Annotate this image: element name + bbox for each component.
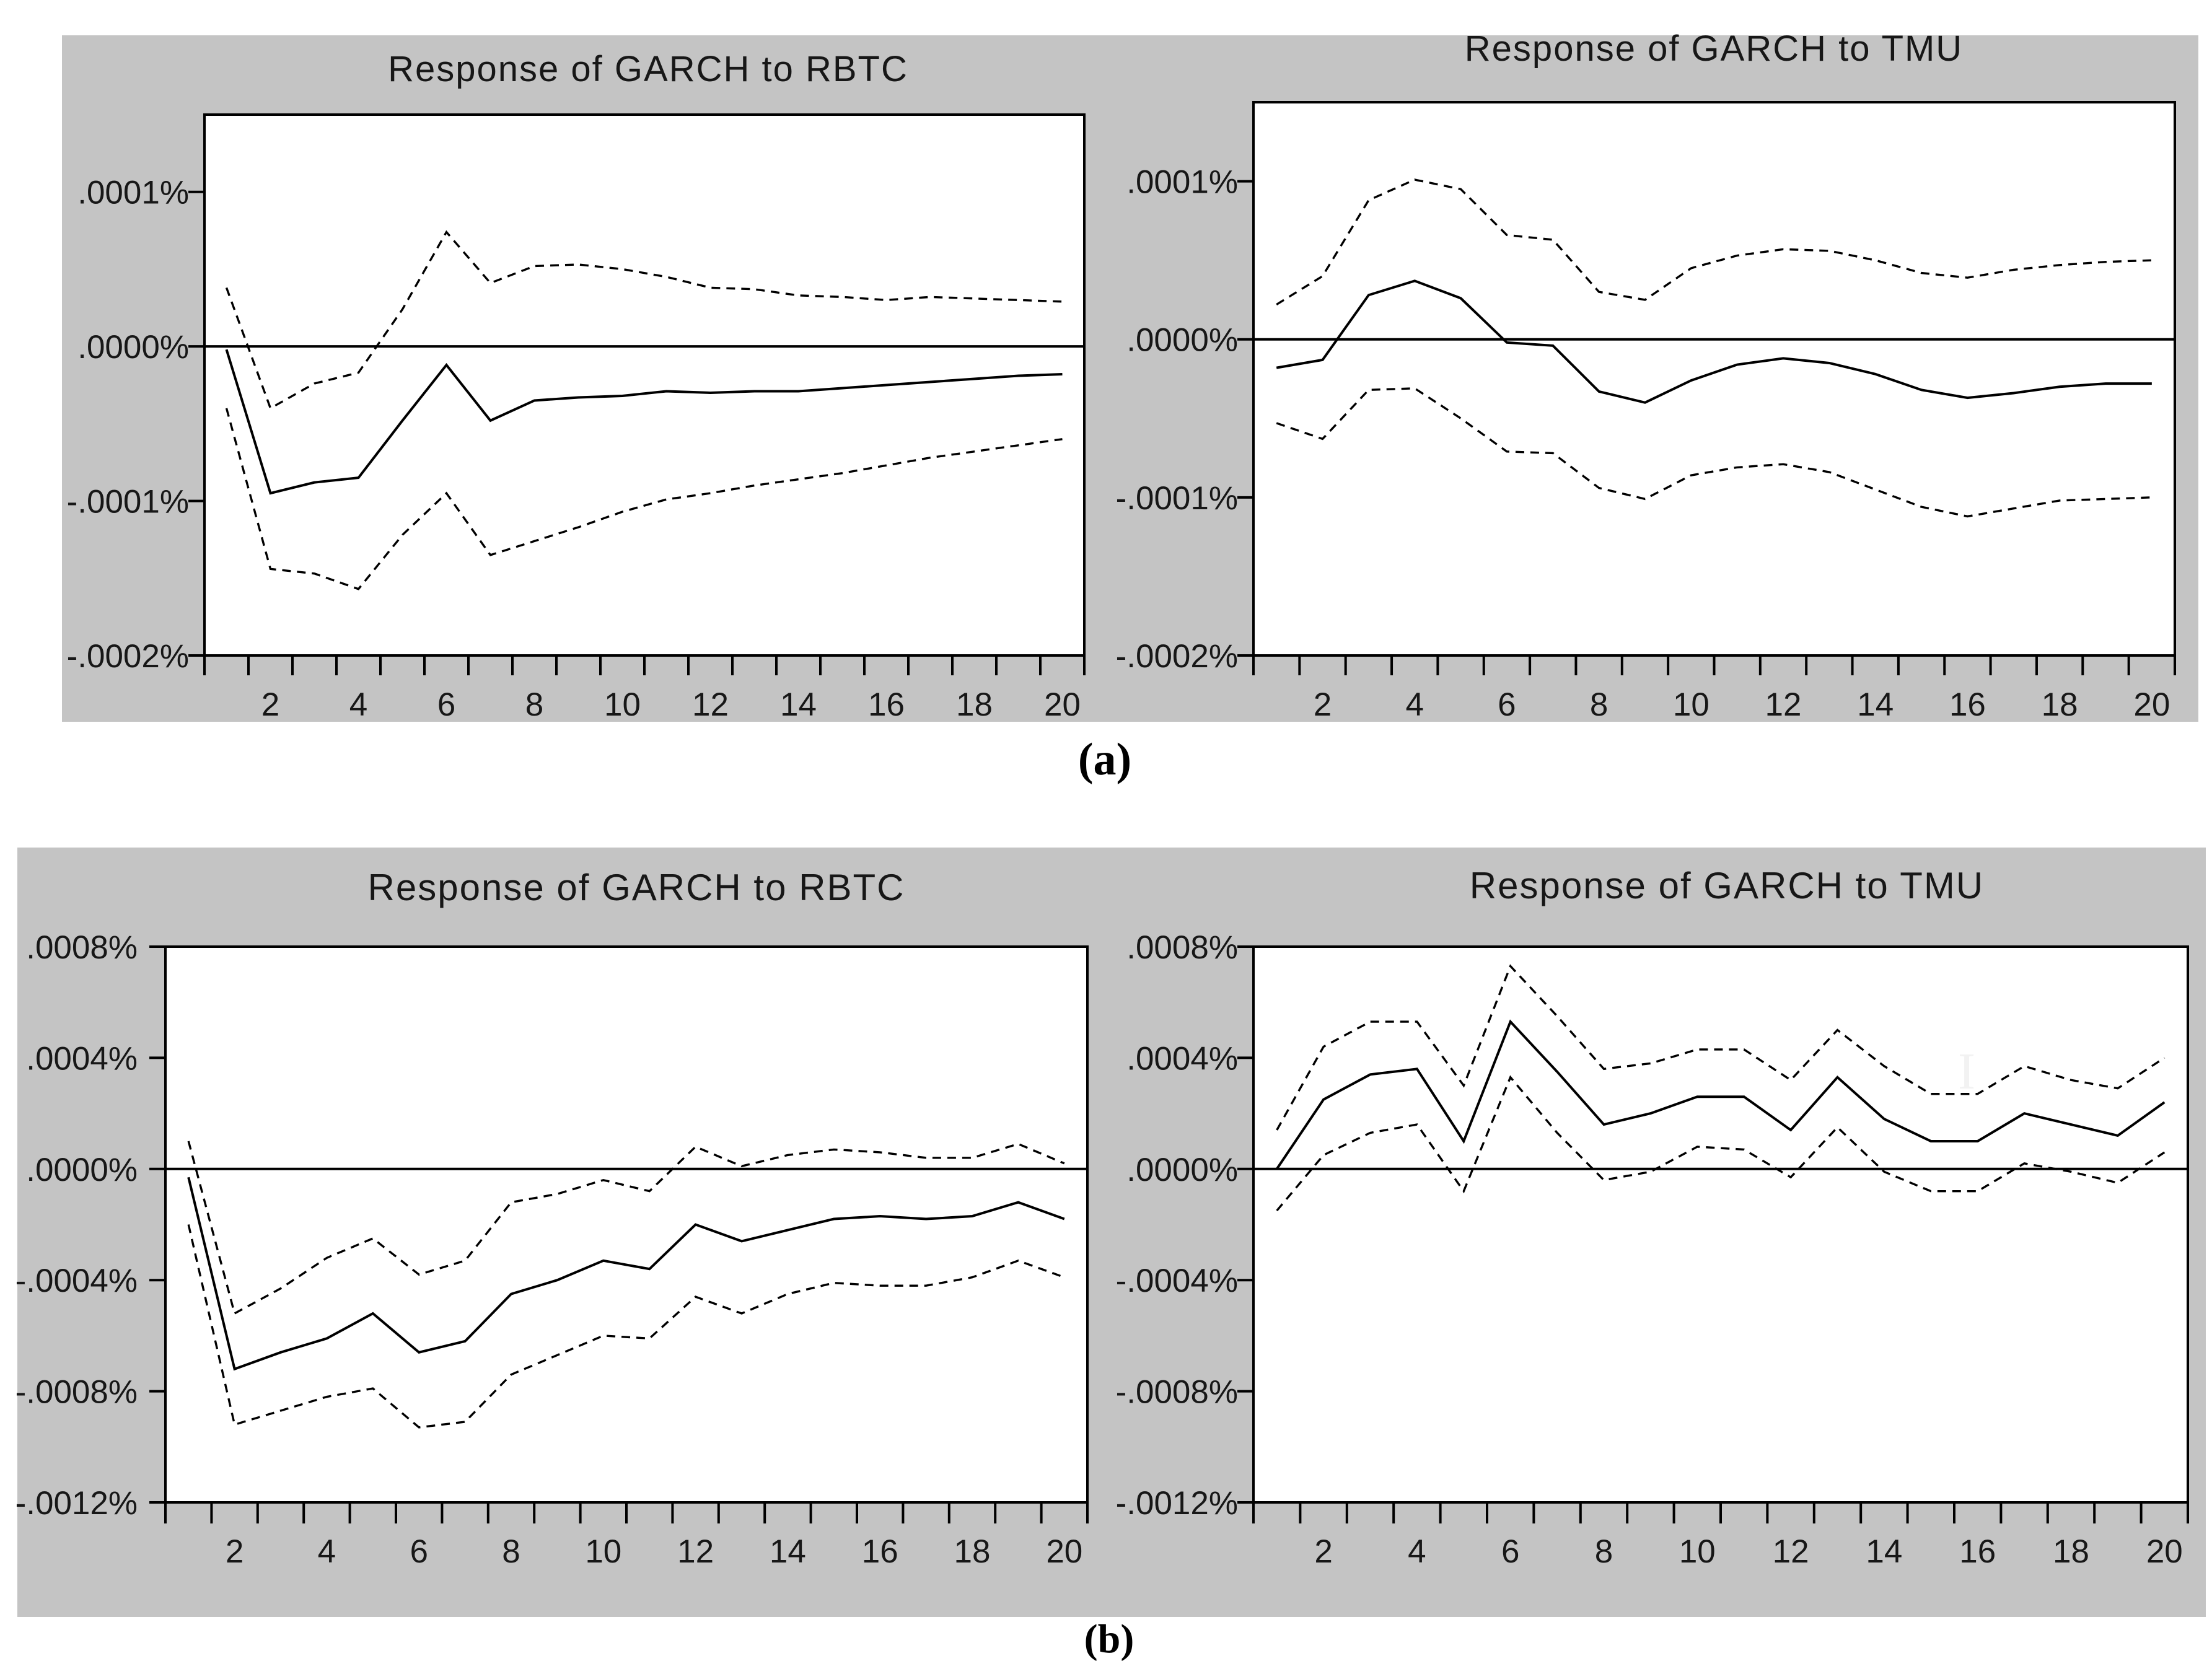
chart-title-b-tmu: Response of GARCH to TMU xyxy=(1469,865,1985,906)
x-tick-label: 4 xyxy=(349,686,367,723)
series-lower_2se_band xyxy=(225,408,1063,590)
x-tick-label: 2 xyxy=(226,1533,244,1570)
chart-title-b-rbtc: Response of GARCH to RBTC xyxy=(367,867,905,908)
y-tick-label: .0000% xyxy=(1126,1152,1238,1188)
y-tick-label: .0001% xyxy=(1126,164,1238,201)
x-tick-label: 12 xyxy=(692,686,729,723)
x-tick-label: 2 xyxy=(261,686,279,723)
series-lower_2se_band xyxy=(187,1224,1065,1429)
series-lower_2se_band xyxy=(1276,1075,2166,1212)
x-tick-label: 16 xyxy=(868,686,905,723)
x-tick-label: 4 xyxy=(1405,686,1423,723)
y-tick-label: -.0001% xyxy=(67,484,189,520)
chart-title-a-rbtc: Response of GARCH to RBTC xyxy=(388,49,908,89)
y-tick-label: -.0004% xyxy=(15,1263,138,1299)
caption-a: (a) xyxy=(1077,734,1132,785)
x-tick-label: 10 xyxy=(604,686,641,723)
y-tick-label: .0000% xyxy=(26,1152,138,1188)
x-tick-label: 4 xyxy=(1408,1533,1426,1570)
x-tick-label: 18 xyxy=(2053,1533,2089,1570)
series-response xyxy=(1276,279,2152,404)
x-tick-label: 8 xyxy=(1595,1533,1613,1570)
x-tick-label: 20 xyxy=(1044,686,1081,723)
x-tick-label: 6 xyxy=(1498,686,1516,723)
series-upper_2se_band xyxy=(187,1141,1065,1315)
y-tick-label: -.0012% xyxy=(15,1485,138,1522)
x-tick-label: 4 xyxy=(318,1533,336,1570)
plot-area xyxy=(203,113,1086,657)
series-upper_2se_band xyxy=(1276,178,2152,306)
y-tick-label: .0008% xyxy=(1126,929,1238,966)
x-tick-label: 18 xyxy=(2042,686,2078,723)
x-tick-label: 2 xyxy=(1314,686,1332,723)
y-tick-label: -.0008% xyxy=(15,1374,138,1411)
series-response xyxy=(1276,1019,2166,1170)
x-tick-label: 6 xyxy=(437,686,455,723)
series-response xyxy=(187,1177,1065,1371)
x-tick-label: 14 xyxy=(1866,1533,1902,1570)
chart-title-a-tmu: Response of GARCH to TMU xyxy=(1464,28,1964,69)
series-response xyxy=(225,349,1063,495)
x-tick-label: 10 xyxy=(1679,1533,1716,1570)
x-tick-label: 16 xyxy=(862,1533,898,1570)
y-tick-label: .0000% xyxy=(1126,322,1238,359)
x-tick-label: 8 xyxy=(502,1533,520,1570)
x-tick-label: 16 xyxy=(1949,686,1986,723)
x-tick-label: 8 xyxy=(1590,686,1608,723)
x-tick-label: 6 xyxy=(410,1533,428,1570)
plot-area xyxy=(1252,101,2176,657)
y-tick-label: .0000% xyxy=(77,329,189,366)
y-tick-label: -.0002% xyxy=(1116,638,1238,675)
y-tick-label: -.0008% xyxy=(1116,1374,1238,1411)
x-tick-label: 20 xyxy=(2133,686,2170,723)
x-tick-label: 18 xyxy=(954,1533,991,1570)
caption-b: (b) xyxy=(1084,1616,1135,1661)
x-tick-label: 10 xyxy=(585,1533,621,1570)
text-cursor-artifact: I xyxy=(1958,1043,1975,1100)
y-tick-label: -.0012% xyxy=(1116,1485,1238,1522)
chart-b-tmu: .0008% .0004% .0000% -.0004% -.0008% -.0012% 2… xyxy=(1116,929,2189,1570)
y-tick-label: -.0004% xyxy=(1116,1263,1238,1299)
x-tick-label: 20 xyxy=(2146,1533,2183,1570)
x-tick-label: 6 xyxy=(1501,1533,1519,1570)
chart-b-rbtc: .0008% .0004% .0000% -.0004% -.0008% -.0012% 2… xyxy=(15,929,1089,1570)
x-tick-label: 10 xyxy=(1673,686,1709,723)
series-upper_2se_band xyxy=(225,230,1063,410)
x-tick-label: 12 xyxy=(1773,1533,1809,1570)
y-tick-label: .0004% xyxy=(1126,1040,1238,1077)
x-tick-label: 12 xyxy=(677,1533,714,1570)
x-tick-label: 16 xyxy=(1959,1533,1996,1570)
x-tick-label: 8 xyxy=(525,686,543,723)
y-tick-label: -.0002% xyxy=(67,638,189,675)
y-tick-label: .0008% xyxy=(26,929,138,966)
plot-area xyxy=(164,945,1089,1504)
y-tick-label: -.0001% xyxy=(1116,480,1238,517)
x-tick-label: 18 xyxy=(956,686,993,723)
x-tick-label: 14 xyxy=(770,1533,806,1570)
series-upper_2se_band xyxy=(1276,964,2166,1131)
y-tick-label: .0001% xyxy=(77,175,189,211)
x-tick-label: 12 xyxy=(1765,686,1802,723)
plot-area xyxy=(1252,945,2189,1504)
x-tick-label: 14 xyxy=(1857,686,1894,723)
chart-a-tmu: .0001% .0000% -.0001% -.0002% 2 4 6 8 10 12 14 16 18… xyxy=(1116,101,2176,723)
chart-a-rbtc: .0001% .0000% -.0001% -.0002% 2 4 6 8 10 12 14 16 18… xyxy=(67,113,1086,723)
y-tick-label: .0004% xyxy=(26,1040,138,1077)
series-lower_2se_band xyxy=(1276,387,2152,518)
x-tick-label: 2 xyxy=(1314,1533,1332,1570)
x-tick-label: 20 xyxy=(1046,1533,1082,1570)
x-tick-label: 14 xyxy=(780,686,817,723)
